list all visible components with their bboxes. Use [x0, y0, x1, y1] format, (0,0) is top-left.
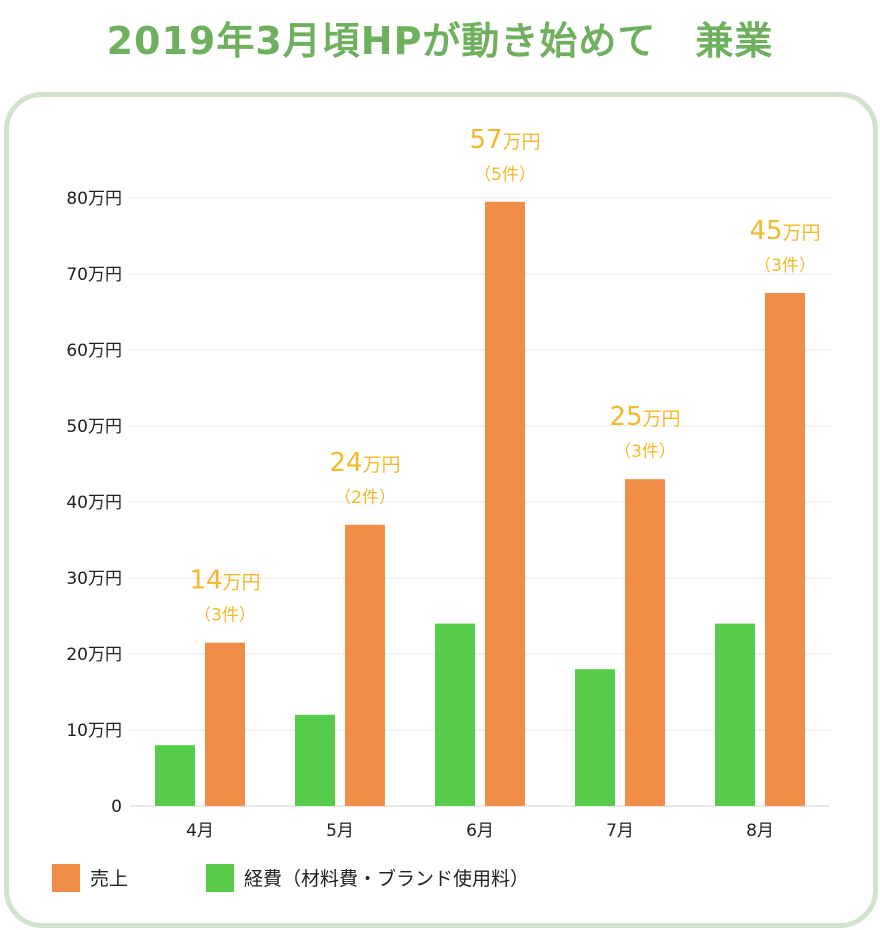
data-label: 14万円: [189, 566, 260, 596]
data-label-count: （5件）: [474, 165, 536, 185]
bar: [435, 623, 475, 806]
bar: [155, 745, 195, 806]
legend-label: 経費（材料費・ブランド使用料）: [244, 867, 529, 890]
x-tick-label: 8月: [746, 821, 774, 841]
bar: [345, 524, 385, 806]
page-title: 2019年3月頃HPが動き始めて 兼業: [106, 19, 774, 63]
data-label: 57万円: [469, 125, 540, 155]
y-tick-label: 20万円: [66, 645, 122, 665]
legend-swatch: [206, 864, 234, 892]
y-tick-label: 80万円: [66, 189, 122, 209]
annotations: 14万円 （3件） 24万円 （2件） 57万円 （5件） 25万円 （3件） 45万円 （3件）: [189, 125, 820, 626]
bar: [715, 623, 755, 806]
bar: [205, 642, 245, 806]
data-label: 25万円: [609, 402, 680, 432]
x-tick-label: 4月: [186, 821, 214, 841]
legend: 売上 経費（材料費・ブランド使用料）: [52, 864, 529, 892]
y-tick-label: 70万円: [66, 265, 122, 285]
legend-label: 売上: [90, 868, 128, 890]
data-label-count: （3件）: [754, 256, 816, 276]
x-tick-label: 7月: [606, 821, 634, 841]
y-tick-label: 0: [111, 797, 122, 817]
x-tick-label: 6月: [466, 821, 494, 841]
data-label-count: （3件）: [194, 606, 256, 626]
bar: [575, 669, 615, 806]
y-tick-label: 50万円: [66, 417, 122, 437]
y-tick-label: 60万円: [66, 341, 122, 361]
y-tick-label: 10万円: [66, 721, 122, 741]
bar: [765, 293, 805, 806]
legend-swatch: [52, 864, 80, 892]
y-tick-label: 40万円: [66, 493, 122, 513]
data-label-count: （3件）: [614, 442, 676, 462]
bar: [485, 201, 525, 807]
bars: [155, 201, 805, 807]
x-axis-ticks: 4月 5月 6月 7月 8月: [186, 821, 774, 841]
bar: [625, 479, 665, 806]
y-tick-label: 30万円: [66, 569, 122, 589]
data-label-count: （2件）: [334, 488, 396, 508]
x-tick-label: 5月: [326, 821, 354, 841]
bar: [295, 714, 335, 806]
data-label: 24万円: [329, 448, 400, 478]
data-label: 45万円: [749, 216, 820, 246]
grid-lines: [130, 197, 830, 807]
y-axis-ticks: 0 10万円 20万円 30万円 40万円 50万円 60万円 70万円 80万円: [66, 189, 122, 817]
